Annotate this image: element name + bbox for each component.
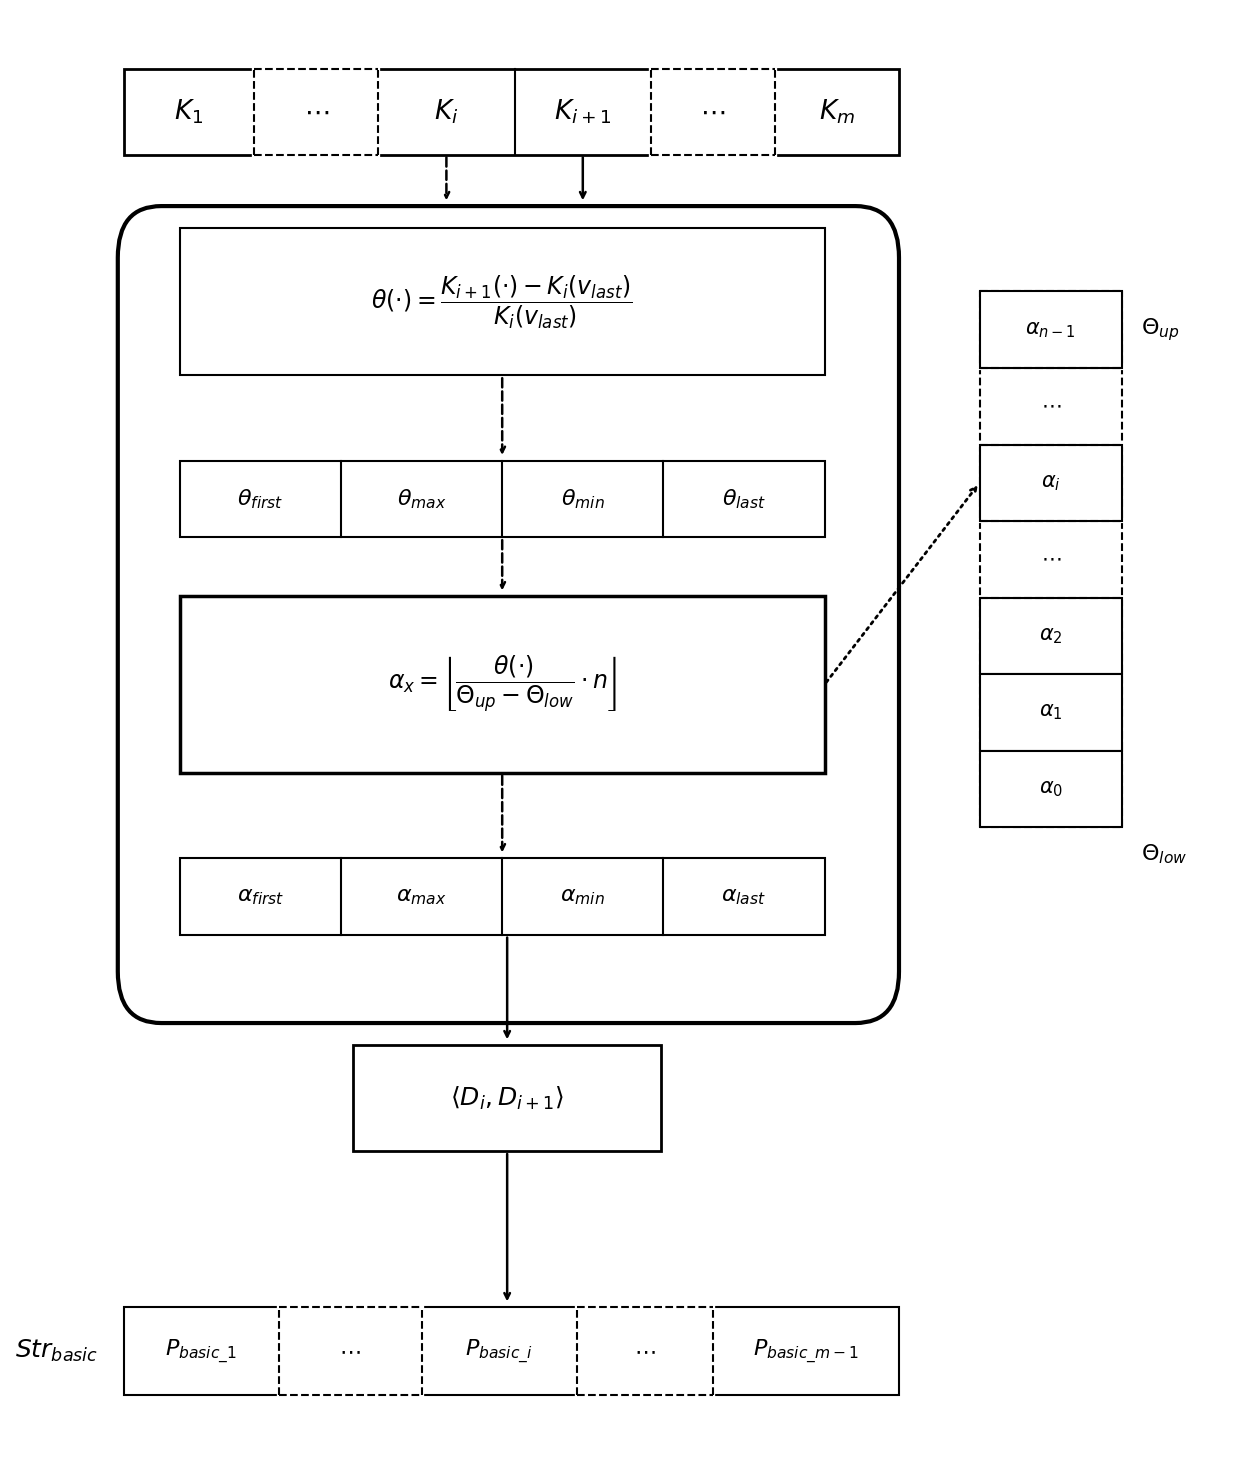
Text: $\langle D_i, D_{i+1}\rangle$: $\langle D_i, D_{i+1}\rangle$ (450, 1085, 564, 1111)
Text: $\alpha_2$: $\alpha_2$ (1039, 626, 1063, 646)
Bar (124, 69, 899, 155)
Bar (980, 598, 1122, 674)
Bar (980, 291, 1122, 368)
Text: $Str_{basic}$: $Str_{basic}$ (15, 1338, 98, 1365)
Text: $\cdots$: $\cdots$ (1040, 397, 1061, 415)
Text: $\cdots$: $\cdots$ (701, 100, 725, 124)
Bar (980, 674, 1122, 751)
Text: $\Theta_{up}$: $\Theta_{up}$ (1141, 316, 1179, 343)
Text: $\alpha_0$: $\alpha_0$ (1039, 779, 1063, 799)
Text: $P_{basic\_i}$: $P_{basic\_i}$ (465, 1337, 533, 1366)
Bar (180, 858, 825, 935)
Text: $\alpha_i$: $\alpha_i$ (1042, 473, 1060, 493)
Text: $\alpha_x=\left\lfloor\dfrac{\theta(\cdot)}{\Theta_{up}-\Theta_{low}}\cdot n\rig: $\alpha_x=\left\lfloor\dfrac{\theta(\cdo… (388, 654, 616, 715)
Text: $\alpha_1$: $\alpha_1$ (1039, 702, 1063, 723)
Bar (980, 751, 1122, 827)
Text: $\theta_{min}$: $\theta_{min}$ (560, 487, 605, 511)
Bar (353, 1045, 661, 1151)
Text: $\cdots$: $\cdots$ (340, 1341, 361, 1362)
Bar (180, 461, 825, 537)
Text: $\alpha_{last}$: $\alpha_{last}$ (722, 886, 766, 907)
Bar (180, 228, 825, 375)
Bar (980, 291, 1122, 368)
Text: $\alpha_{n-1}$: $\alpha_{n-1}$ (1025, 319, 1076, 340)
Text: $\alpha_{max}$: $\alpha_{max}$ (397, 886, 446, 907)
Text: $\cdots$: $\cdots$ (304, 100, 329, 124)
Bar (980, 445, 1122, 521)
Text: $\alpha_{first}$: $\alpha_{first}$ (237, 886, 284, 907)
Text: $K_{i+1}$: $K_{i+1}$ (554, 97, 611, 127)
Text: $K_m$: $K_m$ (818, 97, 856, 127)
Text: $\cdots$: $\cdots$ (1040, 551, 1061, 568)
Text: $K_1$: $K_1$ (175, 97, 203, 127)
Bar (124, 1307, 899, 1395)
Bar (980, 598, 1122, 674)
Text: $\theta(\cdot)=\dfrac{K_{i+1}(\cdot)-K_i(v_{last})}{K_i(v_{last})}$: $\theta(\cdot)=\dfrac{K_{i+1}(\cdot)-K_i… (371, 272, 634, 331)
Bar (180, 596, 825, 773)
Text: $K_i$: $K_i$ (434, 97, 459, 127)
Text: $P_{basic\_1}$: $P_{basic\_1}$ (165, 1337, 238, 1366)
Bar (980, 674, 1122, 751)
Text: $\theta_{first}$: $\theta_{first}$ (237, 487, 284, 511)
Text: $\theta_{last}$: $\theta_{last}$ (722, 487, 766, 511)
FancyBboxPatch shape (118, 206, 899, 1023)
Text: $\alpha_{min}$: $\alpha_{min}$ (560, 886, 605, 907)
Text: $P_{basic\_m-1}$: $P_{basic\_m-1}$ (753, 1337, 859, 1366)
Bar (980, 445, 1122, 521)
Text: $\Theta_{low}$: $\Theta_{low}$ (1141, 842, 1187, 866)
Text: $\theta_{max}$: $\theta_{max}$ (397, 487, 446, 511)
Text: $\cdots$: $\cdots$ (634, 1341, 656, 1362)
Bar (980, 751, 1122, 827)
